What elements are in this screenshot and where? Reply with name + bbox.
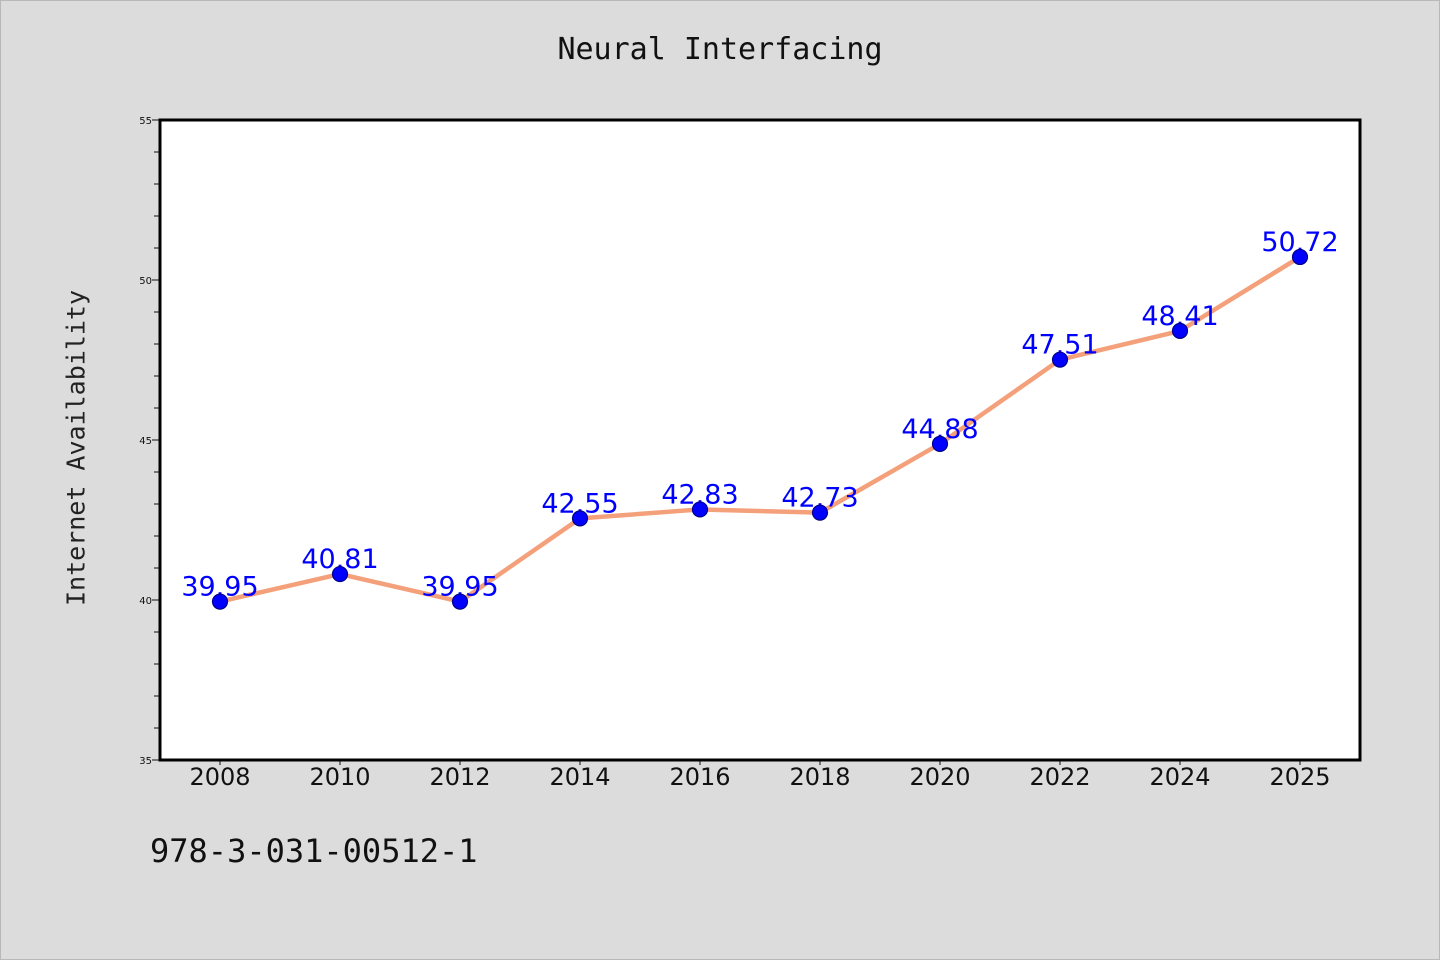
x-tick-label: 2025 — [1269, 763, 1330, 791]
data-point — [1171, 322, 1189, 339]
x-tick-label: 2022 — [1029, 763, 1090, 791]
chart-title: Neural Interfacing — [557, 32, 883, 67]
data-point — [451, 593, 469, 610]
x-tick-label: 2024 — [1149, 763, 1210, 791]
data-point — [331, 565, 349, 583]
data-point — [571, 510, 589, 527]
x-tick-label: 2012 — [429, 763, 490, 791]
x-tick-label: 2018 — [789, 763, 850, 791]
data-point — [691, 501, 709, 518]
data-point — [1291, 248, 1309, 266]
y-tick-label: 35 — [139, 756, 152, 767]
data-point — [1051, 351, 1069, 368]
y-tick-label: 40 — [139, 596, 152, 607]
series-line — [219, 255, 1302, 604]
x-tick-label: 2008 — [189, 763, 250, 791]
x-tick-label: 2010 — [309, 763, 370, 791]
plot-frame — [158, 118, 1362, 762]
footer-code: 978-3-031-00512-1 — [150, 832, 478, 870]
y-tick-label: 50 — [139, 276, 152, 287]
data-point — [811, 504, 829, 521]
data-point — [211, 593, 229, 610]
x-tick-label: 2020 — [909, 763, 970, 791]
x-tick-label: 2014 — [549, 763, 610, 791]
plot-area — [160, 120, 1360, 760]
data-point — [931, 435, 949, 452]
y-tick-label: 55 — [139, 116, 152, 127]
x-tick-label: 2016 — [669, 763, 730, 791]
y-tick-label: 45 — [139, 436, 152, 447]
